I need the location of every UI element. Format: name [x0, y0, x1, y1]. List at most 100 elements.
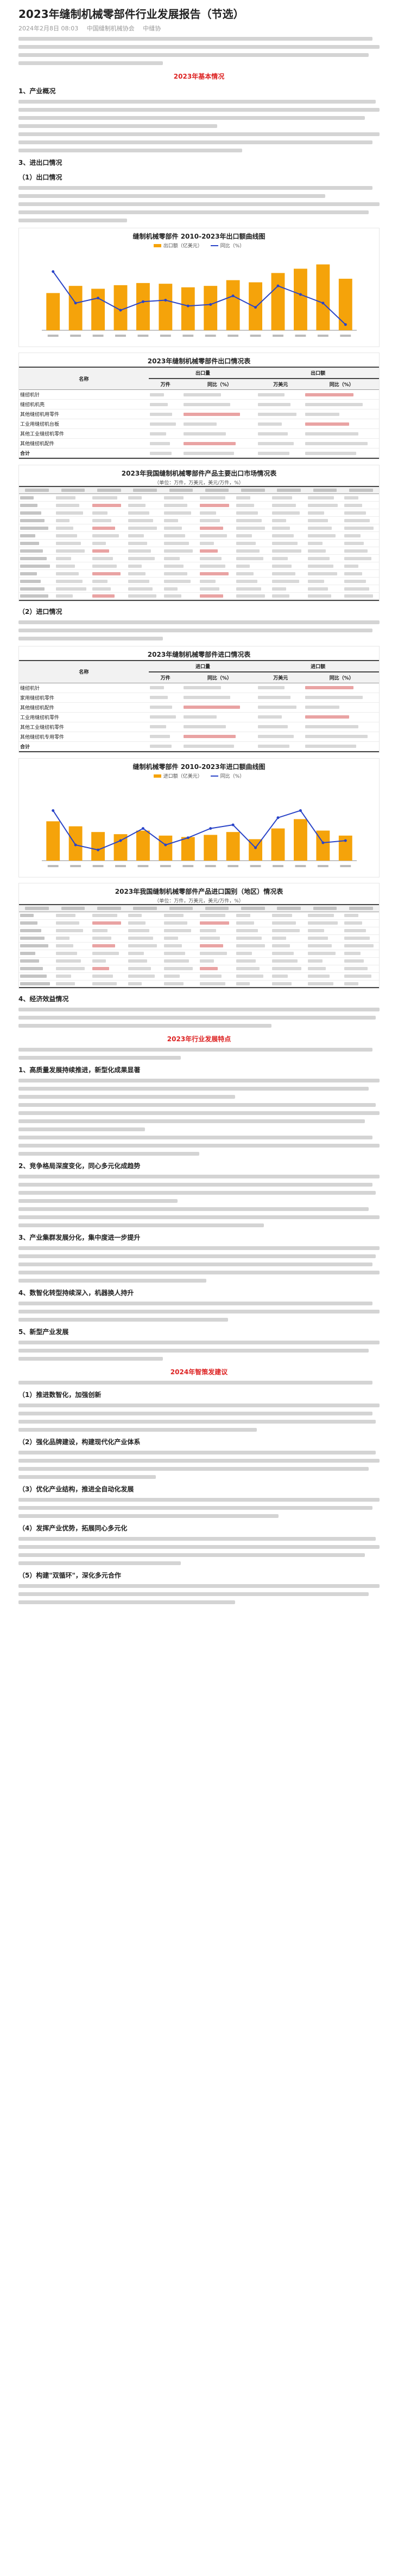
import-country-cell: [343, 965, 379, 973]
export-market-cell: [307, 562, 343, 570]
section-heading-features: 2023年行业发展特点: [167, 1035, 231, 1043]
import-country-cell: [19, 912, 55, 920]
export-table-grid: 名称 出口量 出口额 万件 同比（%） 万美元 同比（%） 缝纫机针 缝纫机机壳其…: [19, 367, 379, 459]
export-market-cell: [343, 577, 379, 585]
export-table-cell: [148, 428, 182, 439]
export-market-cell: [199, 562, 235, 570]
export-market-cell: [271, 509, 307, 517]
import-country-cell: [235, 912, 271, 920]
export-market-cell: [127, 547, 163, 555]
export-table-row: 其他缝纫机配件: [19, 438, 379, 448]
export-market-cell: [19, 562, 55, 570]
export-chart-bar: [68, 286, 83, 330]
import-chart-tick: [47, 864, 59, 867]
features-intro: [18, 1048, 380, 1060]
export-market-cell: [91, 554, 127, 562]
export-market-cell: [271, 562, 307, 570]
export-chart-bar: [293, 268, 307, 330]
import-country-cell: [235, 927, 271, 935]
export-market-cell: [163, 531, 199, 540]
import-country-cell: [127, 919, 163, 927]
import-table-grid: 名称 进口量 进口额 万件 同比（%） 万美元 同比（%） 缝纫机针 家用缝纫机零…: [19, 659, 379, 752]
import-country-cell: [55, 927, 91, 935]
export-market-cell: [271, 547, 307, 555]
export-chart-point: [74, 302, 77, 305]
import-country-header: [343, 903, 379, 912]
export-market-cell: [235, 494, 271, 502]
import-country-cell: [271, 927, 307, 935]
export-market-cell: [163, 554, 199, 562]
export-market-cell: [235, 539, 271, 547]
export-table-cell: [148, 419, 182, 429]
import-table-row: 其他缝纫机配件: [19, 702, 379, 713]
import-chart-point: [74, 843, 77, 846]
import-country-cell: [343, 972, 379, 981]
export-market-row: [19, 509, 379, 517]
import-table-cell: [182, 732, 257, 742]
benefit-paragraph: [18, 1008, 380, 1028]
import-chart-tick: [92, 864, 104, 867]
export-chart-point: [231, 294, 235, 298]
export-chart-tick: [317, 335, 328, 337]
export-chart-point: [276, 284, 279, 287]
import-country-cell: [199, 934, 235, 943]
export-market-cell: [55, 539, 91, 547]
export-market-cell: [19, 509, 55, 517]
import-table-row-name: 其他缝纫机专用零件: [19, 732, 149, 742]
export-market-cell: [127, 516, 163, 524]
export-chart-bar: [271, 273, 285, 330]
export-market-table: 2023年我国缝制机械零部件产品主要出口市场情况表 （单位：万件，万美元，美元/…: [18, 465, 380, 601]
import-country-cell: [307, 950, 343, 958]
import-chart-point: [321, 841, 324, 844]
export-market-row: [19, 554, 379, 562]
import-country-cell: [343, 912, 379, 920]
export-table-cell: [148, 409, 182, 419]
import-country-cell: [91, 957, 127, 965]
export-market-cell: [55, 577, 91, 585]
export-table-row: 缝纫机机壳: [19, 399, 379, 409]
import-chart-title: 缝制机械零部件 2010-2023年进口额曲线图: [132, 762, 266, 771]
export-chart-point: [141, 300, 144, 303]
export-market-cell: [343, 592, 379, 601]
export-table-cell: [257, 419, 305, 429]
export-market-cell: [127, 531, 163, 540]
suggestion-4-heading: （4）发挥产业优势，拓展同心多元化: [18, 1524, 128, 1532]
export-market-cell: [91, 592, 127, 601]
export-market-row: [19, 569, 379, 578]
import-table-cell: [257, 722, 305, 732]
export-market-cell: [127, 554, 163, 562]
import-country-cell: [235, 957, 271, 965]
import-table-cell: [148, 683, 182, 693]
import-country-cell: [163, 919, 199, 927]
export-market-cell: [343, 494, 379, 502]
export-market-cell: [91, 585, 127, 593]
export-market-cell: [235, 509, 271, 517]
import-table-cell: [304, 732, 379, 742]
import-table-cell: [257, 693, 305, 703]
export-sub-yoy: 同比（%）: [182, 378, 257, 390]
export-table-total-cell: [304, 448, 379, 459]
export-table-row: 工业用缝纫机台板: [19, 419, 379, 429]
import-country-cell: [343, 942, 379, 950]
export-market-cell: [235, 501, 271, 509]
import-country-cell: [55, 934, 91, 943]
import-country-cell: [271, 942, 307, 950]
export-market-unit: （单位：万件，万美元，美元/万件，%）: [154, 480, 244, 486]
import-country-row: [19, 957, 379, 965]
export-market-header: [271, 486, 307, 494]
import-chart-tick: [250, 864, 261, 867]
import-table-title: 2023年缝制机械零部件进口情况表: [147, 650, 251, 658]
import-chart-tick: [339, 864, 351, 867]
export-market-cell: [343, 547, 379, 555]
export-market-cell: [307, 516, 343, 524]
import-table-cell: [304, 693, 379, 703]
export-market-cell: [343, 516, 379, 524]
import-country-cell: [307, 919, 343, 927]
export-market-cell: [91, 531, 127, 540]
export-sub-yoy-2: 同比（%）: [304, 378, 379, 390]
export-chart-bar: [226, 280, 240, 330]
import-country-cell: [163, 934, 199, 943]
export-chart-tick: [272, 335, 283, 337]
import-table-row-name: 其他缝纫机配件: [19, 702, 149, 713]
export-market-cell: [307, 531, 343, 540]
